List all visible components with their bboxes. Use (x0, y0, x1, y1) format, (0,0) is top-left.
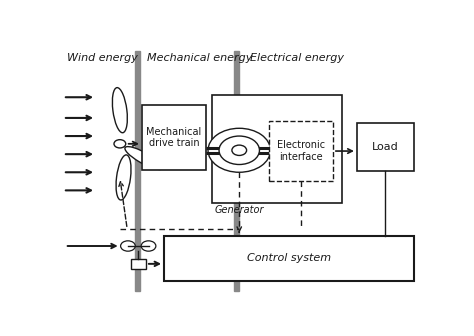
Circle shape (141, 241, 156, 251)
Ellipse shape (125, 146, 163, 169)
Circle shape (120, 241, 135, 251)
Text: Electrical energy: Electrical energy (250, 53, 344, 64)
Bar (269, 121, 333, 181)
Circle shape (114, 140, 126, 148)
Text: Control system: Control system (247, 253, 331, 263)
Circle shape (232, 145, 246, 156)
Bar (357, 123, 414, 171)
Text: Mechanical energy: Mechanical energy (147, 53, 253, 64)
Bar (164, 236, 414, 281)
Text: Mechanical
drive train: Mechanical drive train (146, 127, 201, 148)
Text: Wind energy: Wind energy (66, 53, 137, 64)
Bar (142, 105, 206, 170)
Circle shape (208, 128, 271, 172)
Text: Generator: Generator (215, 205, 264, 215)
Circle shape (219, 136, 259, 165)
Bar (130, 259, 146, 269)
Bar (212, 95, 342, 203)
Bar (234, 51, 239, 291)
Bar (135, 51, 140, 291)
Ellipse shape (116, 155, 131, 200)
Ellipse shape (112, 88, 128, 133)
Text: Load: Load (372, 142, 399, 152)
Text: Electronic
interface: Electronic interface (277, 140, 325, 162)
